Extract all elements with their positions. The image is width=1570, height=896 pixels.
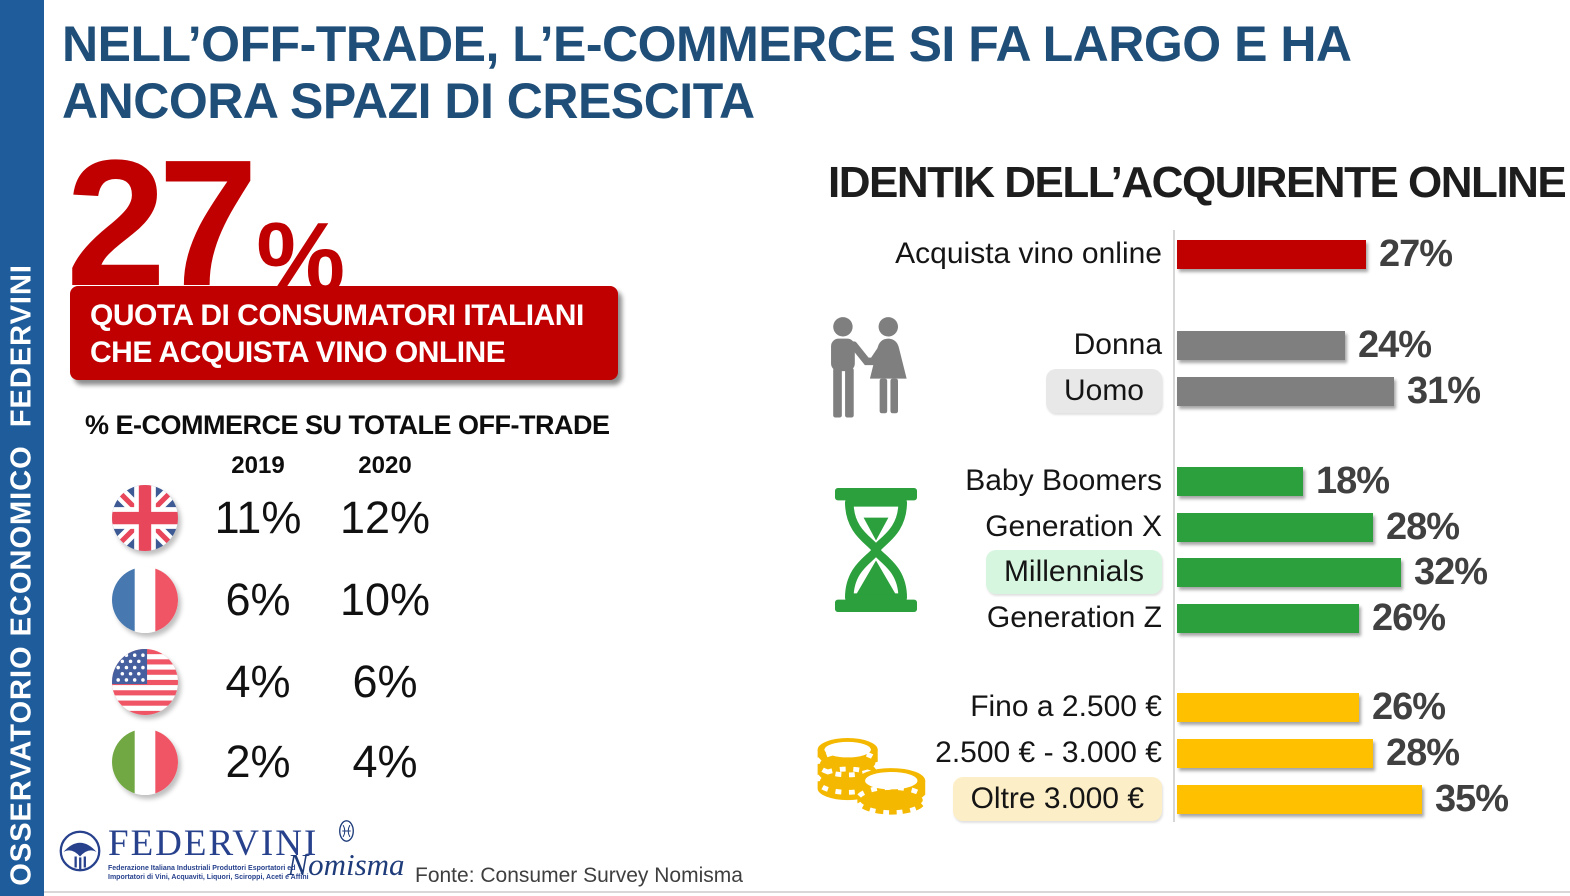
- bar: [1177, 692, 1359, 722]
- key-stat-caption-line2: CHE ACQUISTA VINO ONLINE: [90, 336, 506, 369]
- bottom-divider: [44, 891, 1570, 893]
- bar-value-label: 27%: [1379, 232, 1453, 275]
- bar: [1177, 512, 1373, 542]
- chart-row: 2.500 € - 3.000 € 28%: [0, 730, 1570, 776]
- federvini-subline2: Importatori di Vini, Acquaviti, Liquori,…: [108, 874, 309, 881]
- bar-value-label: 18%: [1316, 459, 1390, 502]
- chart-row: Donna 24%: [0, 322, 1570, 368]
- page-title: NELL’OFF-TRADE, L’E-COMMERCE SI FA LARGO…: [62, 16, 1352, 130]
- bar-value-label: 28%: [1386, 505, 1460, 548]
- table-cell: 4%: [352, 736, 418, 787]
- chart-title: IDENTIK DELL’ACQUIRENTE ONLINE: [828, 158, 1567, 207]
- nomisma-wordmark: Nomisma: [287, 847, 405, 882]
- usa-flag-icon: [112, 649, 178, 715]
- bar-label: Donna: [1073, 328, 1162, 361]
- bar: [1177, 239, 1366, 269]
- table-cell: 6%: [225, 574, 291, 625]
- table-cell: 6%: [352, 656, 418, 707]
- column-header-2020: 2020: [358, 452, 412, 479]
- bar-value-label: 26%: [1372, 596, 1446, 639]
- column-header-2019: 2019: [231, 452, 285, 479]
- chart-row: Millennials 32%: [0, 549, 1570, 595]
- bar-label: Generation Z: [986, 601, 1162, 634]
- key-stat-caption-box: QUOTA DI CONSUMATORI ITALIANI CHE ACQUIS…: [70, 286, 618, 380]
- bar: [1177, 738, 1373, 768]
- page-title-line1: NELL’OFF-TRADE, L’E-COMMERCE SI FA LARGO…: [62, 16, 1352, 72]
- key-stat-caption-line1: QUOTA DI CONSUMATORI ITALIANI: [90, 299, 584, 332]
- table-cell: 12%: [339, 492, 431, 543]
- bar-value-label: 26%: [1372, 685, 1446, 728]
- highlighted-bar-label: Uomo: [1045, 369, 1162, 413]
- bar-value-label: 31%: [1407, 369, 1481, 412]
- chart-row: Baby Boomers 18%: [0, 458, 1570, 504]
- hourglass-icon: [828, 488, 924, 612]
- table-cell: 2%: [225, 736, 291, 787]
- nomisma-emblem-icon: [286, 820, 406, 847]
- bar-label: Generation X: [985, 510, 1162, 543]
- bar-label: Acquista vino online: [895, 237, 1162, 270]
- bar-value-label: 28%: [1386, 731, 1460, 774]
- chart-row: Generation X 28%: [0, 504, 1570, 550]
- federvini-subline1: Federazione Italiana Industriali Produtt…: [108, 865, 296, 872]
- sidebar-band: OSSERVATORIO ECONOMICO FEDERVINI: [0, 0, 44, 896]
- chart-row: Uomo 31%: [0, 368, 1570, 414]
- chart-row: Oltre 3.000 € 35%: [0, 776, 1570, 822]
- federvini-emblem-icon: [58, 826, 102, 881]
- italy-flag-icon: [112, 729, 178, 795]
- couple-icon: [816, 316, 926, 424]
- coins-icon: [806, 724, 932, 818]
- key-stat: 27 %: [66, 123, 345, 324]
- bar: [1177, 603, 1359, 633]
- uk-flag-icon: [112, 485, 178, 551]
- bar: [1177, 330, 1345, 360]
- bar-label: Fino a 2.500 €: [970, 690, 1162, 723]
- france-flag-icon: [112, 567, 178, 633]
- bar-value-label: 35%: [1435, 777, 1509, 820]
- nomisma-logo: Nomisma: [286, 820, 406, 883]
- bar-value-label: 32%: [1414, 550, 1488, 593]
- bar: [1177, 466, 1303, 496]
- table-cell: 10%: [339, 574, 431, 625]
- federvini-logo: FEDERVINI Federazione Italiana Industria…: [58, 823, 319, 882]
- bar: [1177, 557, 1401, 587]
- table-cell: 11%: [214, 492, 302, 543]
- chart-row: Acquista vino online 27%: [0, 231, 1570, 277]
- source-note: Fonte: Consumer Survey Nomisma: [415, 864, 743, 887]
- table-cell: 4%: [225, 656, 291, 707]
- bar-label: 2.500 € - 3.000 €: [935, 736, 1162, 769]
- bar-value-label: 24%: [1358, 323, 1432, 366]
- offtrade-table-title: % E-COMMERCE SU TOTALE OFF-TRADE: [85, 410, 610, 440]
- chart-row: Generation Z 26%: [0, 595, 1570, 641]
- bar: [1177, 376, 1394, 406]
- federvini-wordmark: FEDERVINI: [108, 823, 319, 864]
- bar-label: Baby Boomers: [965, 464, 1162, 497]
- highlighted-bar-label: Millennials: [985, 550, 1162, 594]
- key-stat-number: 27: [66, 123, 258, 324]
- page-title-line2: ANCORA SPAZI DI CRESCITA: [62, 73, 755, 129]
- highlighted-bar-label: Oltre 3.000 €: [952, 777, 1162, 821]
- chart-row: Fino a 2.500 € 26%: [0, 684, 1570, 730]
- chart-axis-line: [1173, 230, 1175, 822]
- bar: [1177, 784, 1422, 814]
